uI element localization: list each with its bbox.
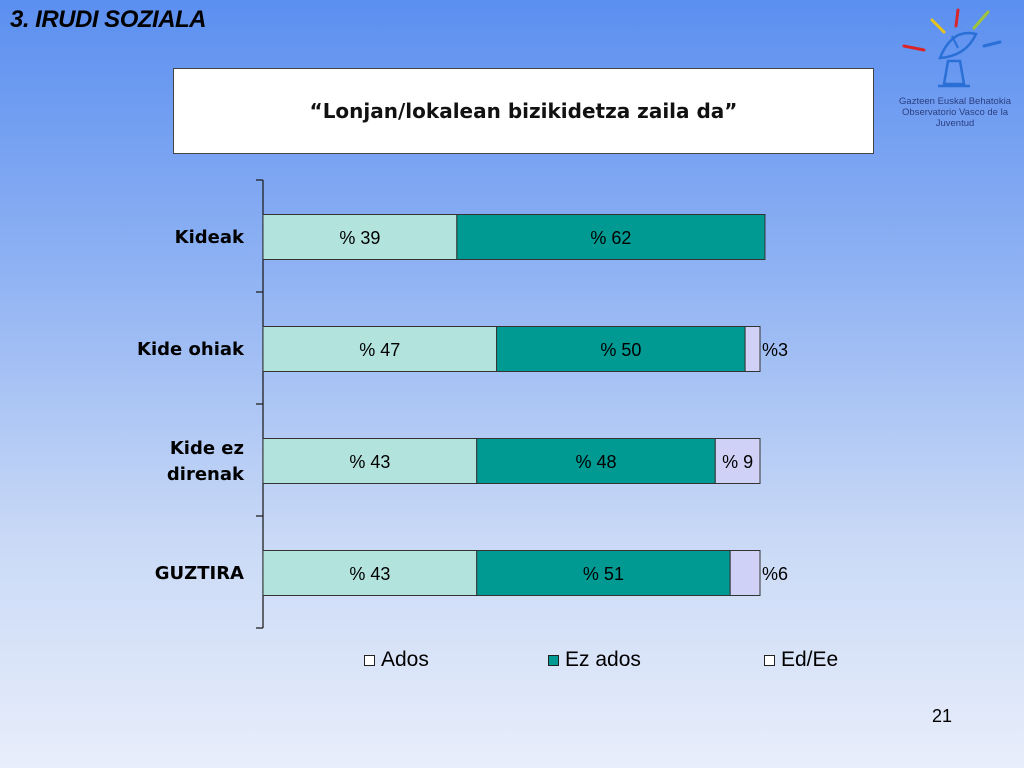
category-label: Kideak — [175, 227, 245, 248]
logo-text-line-1: Gazteen Euskal Behatokia — [899, 96, 1011, 107]
category-label: GUZTIRA — [155, 563, 244, 584]
data-label: % 43 — [349, 452, 390, 472]
legend-item-ez-ados: Ez ados — [548, 648, 641, 672]
chart-title: “Lonjan/lokalean bizikidetza zaila da” — [309, 99, 738, 123]
slide-title: 3. IRUDI SOZIALA — [10, 6, 207, 33]
data-label: % 43 — [349, 564, 390, 584]
legend-swatch-ed-ee — [764, 654, 775, 666]
bar-segment-ed-ee — [744, 326, 761, 372]
bar-segment-ados — [262, 438, 478, 484]
category-label: Kide ez — [170, 438, 244, 459]
data-label: % 50 — [600, 340, 641, 360]
legend-item-ados: Ados — [364, 648, 429, 672]
bar-segment-ez-ados — [496, 326, 746, 372]
bar-segment-ed-ee — [714, 438, 761, 484]
legend-swatch-ados — [364, 654, 375, 666]
bar-segment-ados — [262, 214, 458, 260]
legend-label-ados: Ados — [381, 648, 429, 671]
logo-text-line-2: Observatorio Vasco de la Juventud — [902, 107, 1008, 129]
data-label: %3 — [762, 340, 788, 360]
bar-segment-ados — [262, 326, 498, 372]
bar-segment-ed-ee — [729, 550, 761, 596]
data-label: % 47 — [359, 340, 400, 360]
data-label: % 48 — [575, 452, 616, 472]
satellite-dish-icon — [902, 8, 1002, 88]
observatory-logo: Gazteen Euskal Behatokia Observatorio Va… — [888, 6, 1022, 129]
data-label: % 62 — [590, 228, 631, 248]
data-label: % 51 — [583, 564, 624, 584]
category-label: direnak — [167, 464, 245, 485]
data-label: % 9 — [722, 452, 753, 472]
data-label: % 39 — [339, 228, 380, 248]
legend-label-ez-ados: Ez ados — [565, 648, 641, 671]
category-label: Kide ohiak — [137, 339, 245, 360]
data-label: %6 — [762, 564, 788, 584]
bar-segment-ez-ados — [476, 438, 716, 484]
page-number: 21 — [932, 706, 953, 726]
legend-label-ed-ee: Ed/Ee — [781, 648, 839, 671]
chart-title-box: “Lonjan/lokalean bizikidetza zaila da” — [173, 68, 874, 154]
bar-segment-ez-ados — [476, 550, 731, 596]
bar-segment-ez-ados — [456, 214, 766, 260]
legend-swatch-ez-ados — [548, 654, 559, 666]
legend-item-ed-ee: Ed/Ee — [764, 648, 838, 672]
